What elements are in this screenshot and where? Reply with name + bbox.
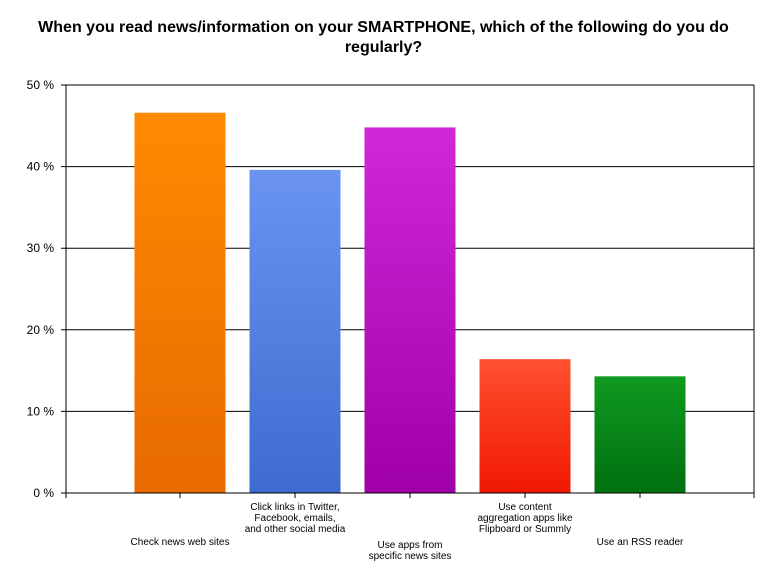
y-tick-label-20: 20 % xyxy=(27,323,55,337)
x-category-labels: Check news web sites Click links in Twitt… xyxy=(131,502,684,562)
bars xyxy=(134,112,686,493)
y-tick-label-10: 10 % xyxy=(27,404,55,418)
bar-2 xyxy=(364,127,456,493)
x-category-label-2: Use apps from specific news sites xyxy=(369,540,452,562)
bar-3 xyxy=(479,359,571,493)
y-tick-label-30: 30 % xyxy=(27,241,55,255)
y-tick-label-0: 0 % xyxy=(33,486,54,500)
bar-1 xyxy=(249,169,341,493)
bar-4 xyxy=(594,376,686,493)
x-category-label-1: Click links in Twitter, Facebook, emails,… xyxy=(245,502,346,535)
axes xyxy=(61,85,755,498)
x-category-label-4: Use an RSS reader xyxy=(597,537,684,548)
x-category-label-3: Use content aggregation apps like Flipboar… xyxy=(477,502,573,535)
y-tick-label-50: 50 % xyxy=(27,78,55,92)
y-tick-labels: 0 % 10 % 20 % 30 % 40 % 50 % xyxy=(27,78,55,500)
x-category-label-0: Check news web sites xyxy=(131,537,230,548)
chart-title: When you read news/information on your S… xyxy=(38,19,729,56)
y-tick-label-40: 40 % xyxy=(27,160,55,174)
bar-0 xyxy=(134,112,226,493)
